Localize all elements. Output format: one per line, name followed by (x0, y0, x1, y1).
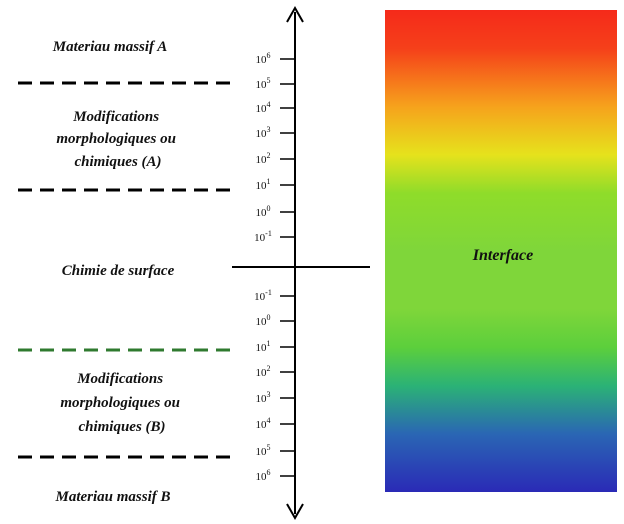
upper-scale: 106 105 104 103 102 101 100 10-1 (254, 51, 295, 244)
tick-lower-0: 10-1 (254, 288, 295, 303)
svg-text:101: 101 (256, 339, 271, 354)
svg-text:101: 101 (256, 177, 271, 192)
svg-text:102: 102 (256, 151, 271, 166)
interface-label: Interface (472, 247, 533, 264)
label-massif-b: Materiau massif B (54, 489, 170, 505)
svg-text:10-1: 10-1 (254, 229, 272, 244)
svg-text:102: 102 (256, 364, 271, 379)
svg-text:100: 100 (256, 204, 271, 219)
tick-label: 10 (256, 316, 268, 328)
lower-scale: 10-1 100 101 102 103 104 105 106 (254, 288, 295, 483)
tick-upper-1: 105 (256, 76, 295, 91)
tick-label: 10 (256, 180, 268, 192)
tick-label: 10 (254, 232, 266, 244)
svg-text:10-1: 10-1 (254, 288, 272, 303)
tick-label: 10 (256, 446, 268, 458)
svg-text:103: 103 (256, 390, 271, 405)
axis-arrow-up-icon (286, 5, 304, 23)
tick-upper-7: 10-1 (254, 229, 295, 244)
tick-label: 10 (256, 103, 268, 115)
tick-label: 10 (256, 419, 268, 431)
tick-label: 10 (254, 291, 266, 303)
tick-label: 10 (256, 342, 268, 354)
svg-text:106: 106 (256, 51, 271, 66)
svg-text:105: 105 (256, 443, 271, 458)
svg-text:103: 103 (256, 125, 271, 140)
tick-lower-6: 105 (256, 443, 295, 458)
tick-upper-2: 104 (256, 100, 295, 115)
label-massif-a: Materiau massif A (52, 39, 167, 55)
tick-lower-4: 103 (256, 390, 295, 405)
tick-lower-3: 102 (256, 364, 295, 379)
tick-label: 10 (256, 79, 268, 91)
svg-text:100: 100 (256, 313, 271, 328)
tick-lower-2: 101 (256, 339, 295, 354)
svg-text:105: 105 (256, 76, 271, 91)
tick-label: 10 (256, 393, 268, 405)
tick-label: 10 (256, 128, 268, 140)
tick-upper-0: 106 (256, 51, 295, 66)
tick-upper-6: 100 (256, 204, 295, 219)
tick-label: 10 (256, 154, 268, 166)
svg-text:104: 104 (256, 416, 271, 431)
svg-text:104: 104 (256, 100, 271, 115)
tick-upper-5: 101 (256, 177, 295, 192)
label-surface: Chimie de surface (62, 263, 175, 279)
tick-lower-1: 100 (256, 313, 295, 328)
tick-lower-7: 106 (256, 468, 295, 483)
tick-label: 10 (256, 207, 268, 219)
tick-upper-4: 102 (256, 151, 295, 166)
tick-label: 10 (256, 471, 268, 483)
tick-upper-3: 103 (256, 125, 295, 140)
gradient-panel (385, 10, 617, 492)
label-modif-a: Modifications morphologiques ou chimique… (56, 109, 179, 170)
tick-lower-5: 104 (256, 416, 295, 431)
tick-label: 10 (256, 367, 268, 379)
label-modif-b: Modifications morphologiques ou chimique… (60, 371, 183, 435)
axis-arrow-down-icon (286, 503, 304, 521)
tick-label: 10 (256, 54, 268, 66)
svg-text:106: 106 (256, 468, 271, 483)
